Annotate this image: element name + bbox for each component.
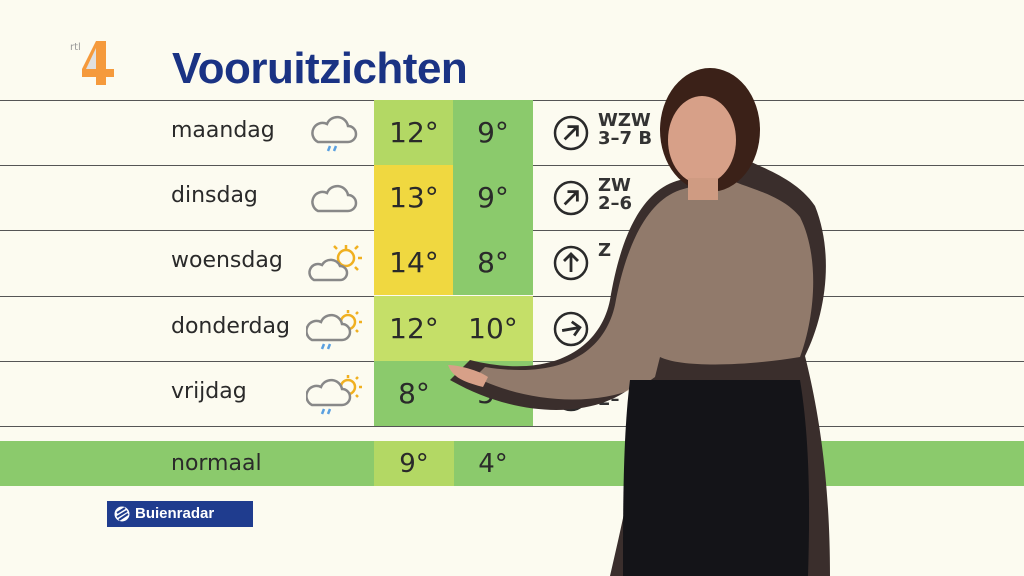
min-temp: 9°	[453, 100, 533, 165]
presenter	[448, 68, 830, 576]
page-title: Vooruitzichten	[172, 44, 468, 93]
max-temp: 8°	[374, 361, 454, 426]
normal-row: normaal 9° 4°	[0, 441, 1024, 486]
svg-text:rtl: rtl	[70, 42, 81, 53]
forecast-row: maandag 12° 9° WZW 3–7 B	[0, 100, 1024, 165]
wind-info: ZW 2–6	[598, 175, 633, 214]
day-label: dinsdag	[171, 183, 258, 208]
arrow-up-right-icon	[553, 180, 589, 216]
arrow-up-right-icon	[553, 115, 589, 151]
arrow-up-icon	[553, 245, 589, 281]
wind-info: WZW 3–7 B	[598, 110, 653, 149]
day-label: donderdag	[171, 314, 290, 339]
normal-max: 9°	[374, 441, 454, 486]
min-temp: 10°	[453, 296, 533, 361]
forecast-row: woensdag 14° 8° Z	[0, 230, 1024, 295]
max-temp: 12°	[374, 296, 454, 361]
buienradar-logo: Buienradar	[107, 501, 253, 527]
max-temp: 14°	[374, 230, 454, 295]
cloud-rain-icon	[311, 115, 358, 152]
day-label: woensdag	[171, 248, 283, 273]
forecast-row: donderdag 12° 10°	[0, 296, 1024, 361]
day-label: vrijdag	[171, 379, 247, 404]
min-temp: 8°	[453, 230, 533, 295]
normal-label: normaal	[171, 451, 262, 476]
sun-cloud-icon	[308, 245, 362, 282]
brand-name: Buienradar	[135, 505, 215, 522]
buienradar-icon	[114, 506, 130, 522]
min-temp: 9°	[453, 165, 533, 230]
row-divider	[0, 426, 1024, 427]
wind-info: Z	[598, 240, 612, 261]
sun-cloud-rain-icon	[306, 310, 362, 350]
day-label: maandag	[171, 118, 275, 143]
normal-min: 4°	[478, 449, 508, 479]
sun-cloud-rain-icon	[306, 375, 362, 415]
cloud-icon	[311, 184, 358, 213]
arrow-right-icon	[553, 311, 589, 347]
forecast-row: dinsdag 13° 9° ZW 2–6	[0, 165, 1024, 230]
max-temp: 12°	[374, 100, 454, 165]
max-temp: 13°	[374, 165, 454, 230]
rtl4-logo: rtl	[70, 41, 114, 85]
